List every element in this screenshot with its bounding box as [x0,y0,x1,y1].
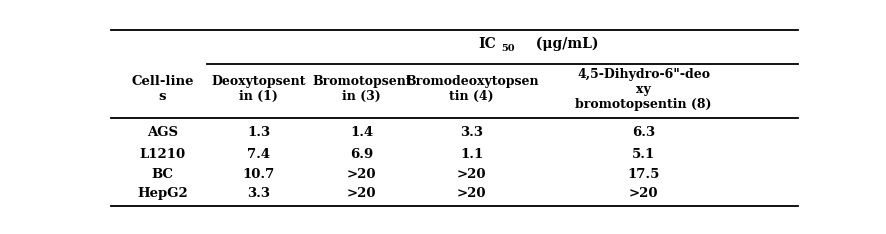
Text: 5.1: 5.1 [632,148,655,161]
Text: >20: >20 [628,187,657,200]
Text: Deoxytopsent
in (1): Deoxytopsent in (1) [211,75,306,103]
Text: >20: >20 [346,187,377,200]
Text: 1.4: 1.4 [350,126,373,139]
Text: 4,5-Dihydro-6"-deo
xy
bromotopsentin (8): 4,5-Dihydro-6"-deo xy bromotopsentin (8) [575,68,711,111]
Text: HepG2: HepG2 [137,187,188,200]
Text: IC: IC [478,37,496,51]
Text: 1.1: 1.1 [460,148,483,161]
Text: >20: >20 [346,168,377,180]
Text: (μg/mL): (μg/mL) [530,37,598,51]
Text: L1210: L1210 [139,148,185,161]
Text: 6.3: 6.3 [632,126,655,139]
Text: Bromodeoxytopsen
tin (4): Bromodeoxytopsen tin (4) [405,75,538,103]
Text: >20: >20 [456,168,486,180]
Text: Bromotopsent
in (3): Bromotopsent in (3) [312,75,411,103]
Text: 3.3: 3.3 [460,126,483,139]
Text: BC: BC [152,168,174,180]
Text: 17.5: 17.5 [626,168,659,180]
Text: 50: 50 [501,44,515,53]
Text: 7.4: 7.4 [247,148,270,161]
Text: 10.7: 10.7 [242,168,275,180]
Text: AGS: AGS [147,126,178,139]
Text: 1.3: 1.3 [247,126,270,139]
Text: 3.3: 3.3 [247,187,270,200]
Text: >20: >20 [456,187,486,200]
Text: 6.9: 6.9 [350,148,373,161]
Text: Cell-line
s: Cell-line s [131,75,193,103]
